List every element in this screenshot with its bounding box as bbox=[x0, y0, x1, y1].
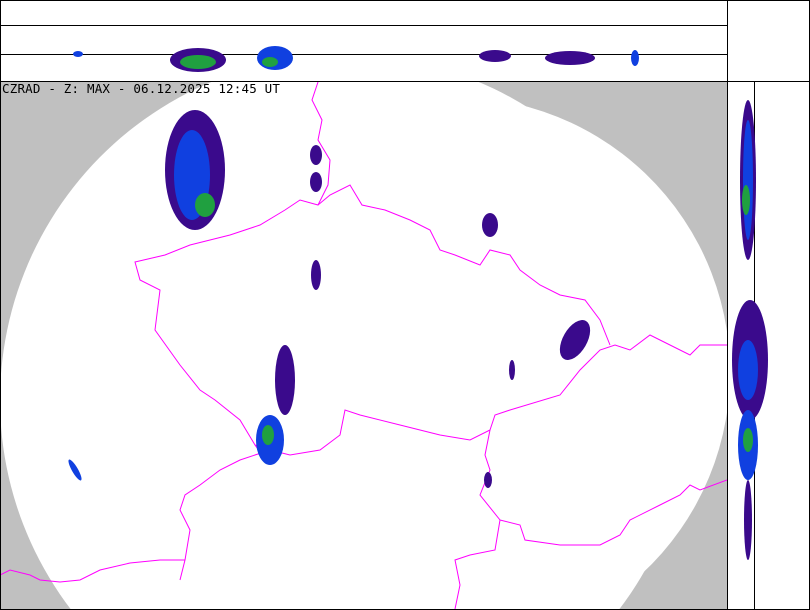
coverage-east bbox=[180, 97, 727, 610]
echo-southeast bbox=[484, 472, 492, 488]
echo-northwest-strong bbox=[195, 193, 215, 217]
echo-southwest bbox=[68, 459, 82, 481]
echo-north-2 bbox=[310, 172, 322, 192]
echo-east-3 bbox=[509, 360, 515, 380]
echo-south-2-core bbox=[262, 425, 274, 445]
echo-east-2 bbox=[559, 320, 591, 360]
top-projection bbox=[0, 0, 727, 81]
product-title: CZRAD - Z: MAX - 06.12.2025 12:45 UT bbox=[2, 81, 281, 96]
echo-east-1 bbox=[482, 213, 498, 237]
echo-central bbox=[311, 260, 321, 290]
side-projection bbox=[728, 0, 810, 610]
main-map bbox=[0, 81, 727, 610]
radar-echoes bbox=[68, 110, 591, 488]
echo-south-1 bbox=[275, 345, 295, 415]
echo-north bbox=[310, 145, 322, 165]
